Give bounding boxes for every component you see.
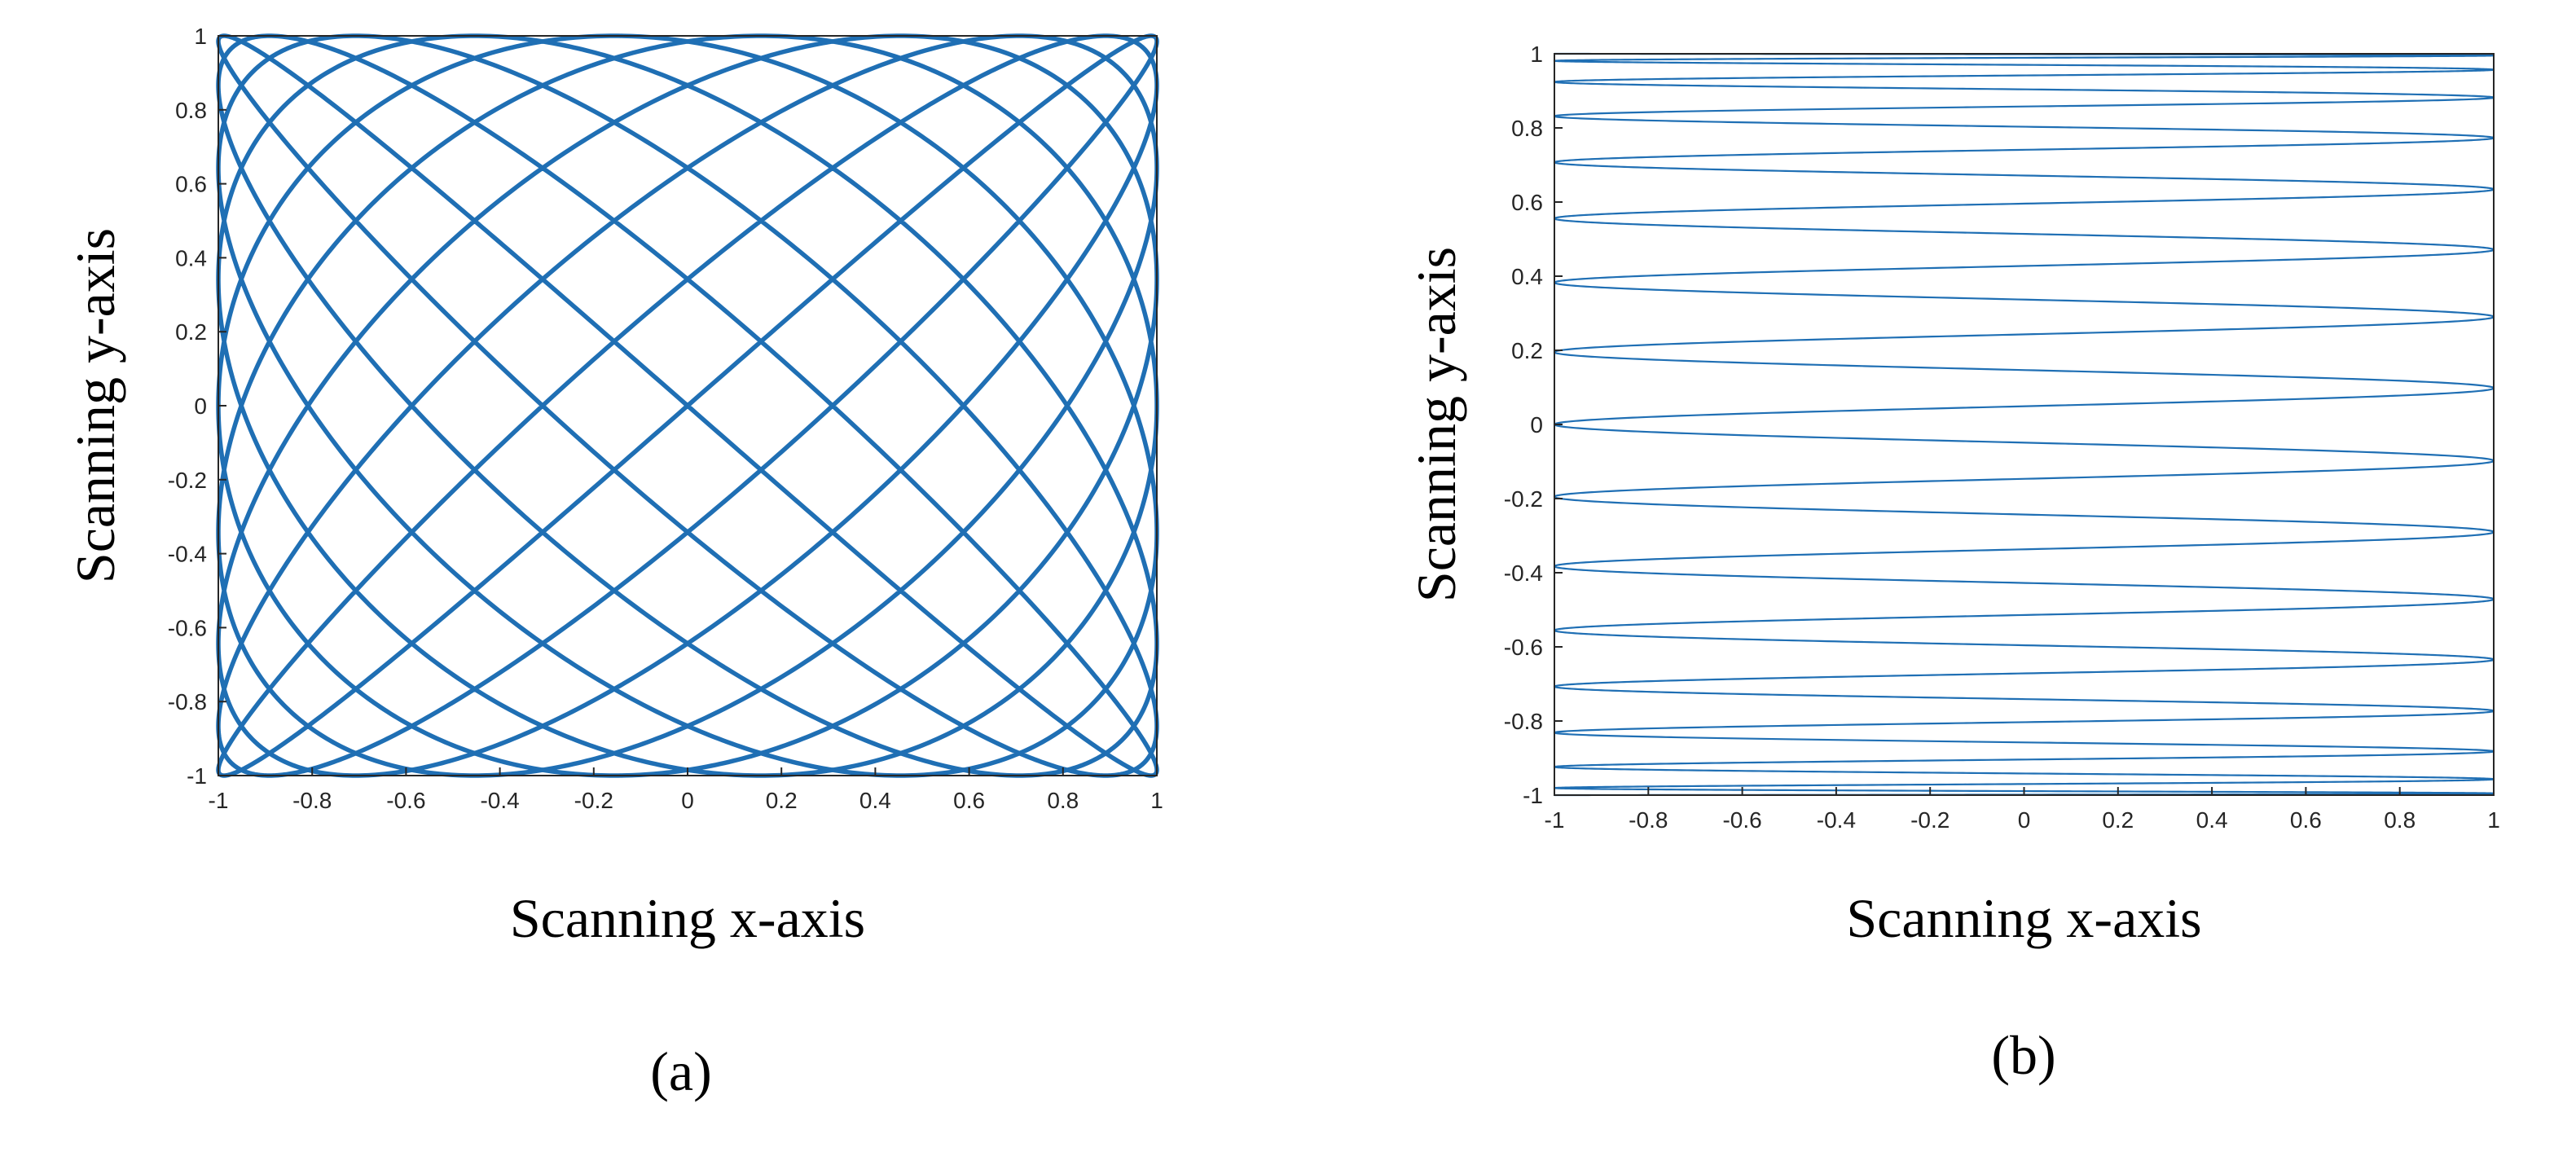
y-tick-label: -1	[1523, 783, 1543, 808]
axes-box	[1554, 53, 2495, 796]
x-tick-label: 0.8	[2384, 807, 2416, 833]
chart-a-svg: -1 -0.8 -0.6 -0.4 -0.2 0 0.2 0.4 0.6 0.8 1 -1 -0.8 -0…	[64, 24, 1163, 1102]
x-tick-label: -1	[209, 788, 229, 813]
x-tick-label: 0	[2018, 807, 2031, 833]
x-tick-label: 0.6	[2290, 807, 2322, 833]
y-tick-label: 0.2	[175, 319, 207, 345]
x-tick-label: -0.2	[574, 788, 613, 813]
x-tick-label: -0.6	[386, 788, 425, 813]
y-tick-label: 0.4	[175, 245, 207, 270]
y-axis-title: Scanning y-axis	[1405, 247, 1467, 602]
x-tick-label: 1	[1150, 788, 1163, 813]
y-tick-label: -0.4	[1504, 561, 1543, 586]
panel-a: -1 -0.8 -0.6 -0.4 -0.2 0 0.2 0.4 0.6 0.8 1 -1 -0.8 -0…	[64, 24, 1163, 1102]
y-tick-label: 0.8	[1511, 116, 1543, 141]
panel-b: -1 -0.8 -0.6 -0.4 -0.2 0 0.2 0.4 0.6 0.8 1 -1 -0.8 -0…	[1288, 0, 2576, 1165]
y-tick-label: 0.6	[1511, 190, 1543, 215]
scan-curve	[216, 33, 1159, 778]
x-tick-label: -0.8	[1629, 807, 1668, 833]
y-tick-label: -0.4	[168, 542, 207, 567]
y-tick-label: 0	[194, 393, 207, 419]
panel-label: (a)	[650, 1040, 711, 1102]
x-tick-label: -0.8	[292, 788, 332, 813]
y-tick-label: 0.6	[175, 172, 207, 197]
y-tick-label: 0	[1530, 412, 1543, 437]
y-tick-label: -0.8	[1504, 709, 1543, 734]
x-tick-label: 1	[2487, 807, 2500, 833]
panel-label: (b)	[1991, 1024, 2055, 1086]
y-tick-label: -0.2	[168, 468, 207, 493]
x-tick-label: -0.4	[1817, 807, 1856, 833]
x-tick-label: -1	[1545, 807, 1565, 833]
x-tick-label: -0.2	[1910, 807, 1950, 833]
y-tick-label: 1	[194, 24, 207, 49]
x-tick-label: 0.2	[2102, 807, 2134, 833]
x-tick-label: -0.6	[1722, 807, 1761, 833]
x-tick-label: -0.4	[480, 788, 519, 813]
x-axis-title: Scanning x-axis	[1846, 887, 2201, 949]
y-tick-label: -0.8	[168, 689, 207, 714]
y-tick-label: 0.2	[1511, 338, 1543, 363]
x-tick-label: 0.4	[2196, 807, 2228, 833]
y-axis-title: Scanning y-axis	[64, 228, 126, 583]
chart-b-svg: -1 -0.8 -0.6 -0.4 -0.2 0 0.2 0.4 0.6 0.8 1 -1 -0.8 -0…	[1405, 42, 2500, 1086]
x-tick-label: 0.4	[859, 788, 891, 813]
y-tick-label: -0.6	[1504, 635, 1543, 660]
scan-curve	[1553, 52, 2495, 797]
y-tick-label: 0.8	[175, 98, 207, 123]
y-tick-label: -0.6	[168, 615, 207, 640]
x-axis-title: Scanning x-axis	[510, 887, 865, 949]
x-tick-label: 0	[681, 788, 694, 813]
x-tick-label: 0.6	[953, 788, 985, 813]
y-tick-label: -1	[187, 763, 207, 789]
x-tick-label: 0.2	[766, 788, 798, 813]
y-tick-label: 1	[1530, 42, 1543, 67]
y-tick-label: 0.4	[1511, 264, 1543, 289]
x-tick-label: 0.8	[1047, 788, 1079, 813]
y-tick-label: -0.2	[1504, 486, 1543, 512]
